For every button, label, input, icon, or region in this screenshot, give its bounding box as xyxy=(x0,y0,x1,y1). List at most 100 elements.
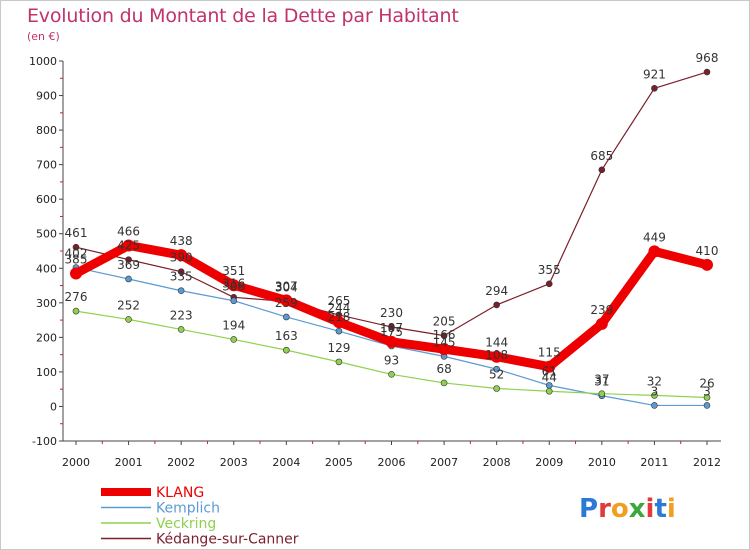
data-point-veckring xyxy=(335,358,343,366)
data-label-veckring: 44 xyxy=(542,370,557,384)
logo-letter: P xyxy=(579,494,598,524)
legend-label-kemplich: Kemplich xyxy=(156,501,220,517)
logo-letter: i xyxy=(646,494,655,524)
data-label-kemplich: 31 xyxy=(594,375,609,389)
x-tick-label: 2001 xyxy=(115,456,143,469)
data-point-k-dange-sur-canner xyxy=(125,256,132,263)
y-tick-label: 400 xyxy=(36,262,57,275)
data-point-k-dange-sur-canner xyxy=(703,68,711,76)
data-point-klang xyxy=(701,258,713,271)
x-tick-label: 2010 xyxy=(588,456,616,469)
data-label-k-dange-sur-canner: 355 xyxy=(538,263,561,277)
data-label-kemplich: 108 xyxy=(485,348,508,362)
data-label-k-dange-sur-canner: 316 xyxy=(222,276,245,290)
data-point-kemplich xyxy=(230,297,238,305)
data-point-k-dange-sur-canner xyxy=(177,268,185,276)
data-label-klang: 187 xyxy=(380,321,403,335)
data-point-veckring xyxy=(230,336,238,343)
data-point-veckring xyxy=(703,394,711,401)
x-tick-label: 2005 xyxy=(325,456,353,469)
y-tick-label: 200 xyxy=(36,331,57,344)
data-label-veckring: 68 xyxy=(436,362,451,376)
logo-letter: i xyxy=(667,494,676,524)
data-label-klang: 144 xyxy=(485,336,508,350)
data-label-kemplich: 402 xyxy=(65,247,88,261)
logo-letter: o xyxy=(611,494,629,524)
legend-label-veckring: Veckring xyxy=(156,516,216,532)
data-label-k-dange-sur-canner: 968 xyxy=(696,51,719,65)
y-tick-label: 600 xyxy=(36,193,57,206)
data-label-kemplich: 335 xyxy=(170,270,193,284)
y-tick-label: -100 xyxy=(32,435,57,448)
data-point-klang xyxy=(490,350,503,363)
data-label-k-dange-sur-canner: 304 xyxy=(275,280,298,294)
data-label-k-dange-sur-canner: 425 xyxy=(117,239,140,253)
data-point-k-dange-sur-canner xyxy=(72,243,80,251)
data-label-veckring: 93 xyxy=(384,353,399,367)
data-label-k-dange-sur-canner: 685 xyxy=(590,149,613,163)
x-tick-label: 2008 xyxy=(483,456,511,469)
data-label-klang: 239 xyxy=(590,303,613,317)
proxiti-logo: Proxiti xyxy=(579,494,676,524)
x-tick-label: 2006 xyxy=(378,456,406,469)
data-label-k-dange-sur-canner: 205 xyxy=(433,315,456,329)
y-tick-label: 100 xyxy=(36,366,57,379)
x-tick-label: 2002 xyxy=(167,456,195,469)
data-label-veckring: 276 xyxy=(65,290,88,304)
data-point-kemplich xyxy=(283,313,290,321)
series-line-k-dange-sur-canner xyxy=(75,71,708,337)
data-point-veckring xyxy=(545,387,553,395)
data-point-k-dange-sur-canner xyxy=(598,166,606,174)
data-point-veckring xyxy=(651,392,658,399)
data-point-veckring xyxy=(125,316,132,323)
x-tick-label: 2011 xyxy=(640,456,668,469)
chart-axes: -100 0 100 200 300 400 500 600 700 800 900 1000 2000… xyxy=(29,55,721,469)
data-label-k-dange-sur-canner: 294 xyxy=(485,284,508,298)
logo-letter: r xyxy=(598,494,611,524)
data-label-kemplich: 3 xyxy=(703,384,711,398)
y-tick-label: 300 xyxy=(36,297,57,310)
data-label-klang: 385 xyxy=(65,252,88,266)
chart-subtitle: (en €) xyxy=(27,30,60,43)
data-label-klang: 351 xyxy=(222,264,245,278)
y-tick-label: 700 xyxy=(36,159,57,172)
x-tick-label: 2009 xyxy=(535,456,563,469)
data-point-k-dange-sur-canner xyxy=(493,301,500,309)
data-point-kemplich xyxy=(177,287,185,295)
data-label-klang: 466 xyxy=(117,224,140,238)
data-point-klang xyxy=(332,316,345,329)
logo-letter: x xyxy=(629,494,646,524)
y-tick-label: 0 xyxy=(50,400,57,413)
data-label-klang: 307 xyxy=(275,279,298,293)
data-label-veckring: 26 xyxy=(699,376,714,390)
data-label-veckring: 129 xyxy=(327,341,350,355)
data-label-klang: 438 xyxy=(170,234,193,248)
data-point-kemplich xyxy=(125,275,132,283)
data-label-kemplich: 3 xyxy=(651,384,659,398)
data-label-veckring: 52 xyxy=(489,367,504,381)
data-label-veckring: 32 xyxy=(647,374,662,388)
data-label-klang: 449 xyxy=(643,230,666,244)
data-point-veckring xyxy=(283,346,290,354)
data-label-kemplich: 175 xyxy=(380,325,403,339)
data-label-klang: 166 xyxy=(433,328,456,342)
y-tick-label: 1000 xyxy=(29,55,57,68)
chart-title: Evolution du Montant de la Dette par Hab… xyxy=(27,5,459,27)
data-point-kemplich xyxy=(493,365,500,373)
x-tick-label: 2003 xyxy=(220,456,248,469)
data-point-veckring xyxy=(72,307,80,315)
chart-series xyxy=(70,68,713,409)
y-tick-label: 900 xyxy=(36,90,57,103)
data-point-k-dange-sur-canner xyxy=(651,84,658,92)
y-tick-label: 800 xyxy=(36,124,57,137)
data-point-klang xyxy=(70,267,82,280)
data-point-veckring xyxy=(440,379,448,387)
x-tick-label: 2004 xyxy=(272,456,300,469)
data-point-veckring xyxy=(388,371,395,378)
x-tick-label: 2000 xyxy=(62,456,90,469)
data-label-k-dange-sur-canner: 230 xyxy=(380,306,403,320)
data-label-veckring: 194 xyxy=(222,318,245,332)
data-point-k-dange-sur-canner xyxy=(440,332,448,339)
